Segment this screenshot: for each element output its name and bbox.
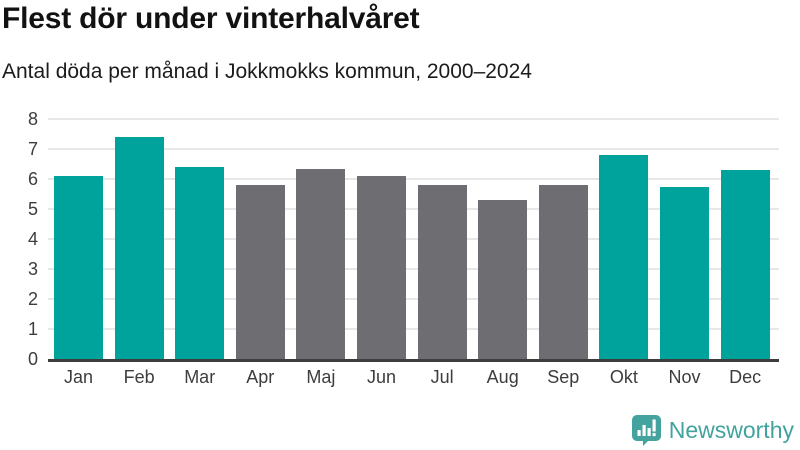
gridline-y7 — [48, 148, 779, 150]
x-tick-label-mar: Mar — [184, 367, 216, 387]
x-tick-label-jun: Jun — [366, 367, 397, 387]
bar-dec — [720, 170, 770, 359]
y-tick-label-2: 2 — [27, 289, 38, 309]
bar-okt — [599, 155, 649, 359]
x-tick-label-maj: Maj — [306, 367, 336, 387]
bar-mar — [175, 167, 225, 359]
gridline-y1 — [48, 328, 779, 330]
bar-maj — [296, 168, 346, 359]
y-tick-label-8: 8 — [27, 109, 38, 129]
bar-aug — [478, 200, 528, 359]
x-tick-label-okt: Okt — [609, 367, 638, 387]
x-tick-label-apr: Apr — [246, 367, 275, 387]
bar-feb — [114, 137, 164, 359]
y-tick-label-1: 1 — [27, 319, 38, 339]
x-tick-label-sep: Sep — [547, 367, 580, 387]
bar-jun — [357, 176, 406, 359]
gridline-y3 — [48, 268, 779, 270]
gridline-y8 — [48, 118, 779, 120]
y-tick-label-4: 4 — [27, 229, 38, 249]
y-tick-label-7: 7 — [27, 139, 38, 159]
plot-area — [48, 118, 779, 362]
bar-apr — [235, 185, 285, 359]
x-tick-label-jan: Jan — [63, 367, 94, 387]
bar-nov — [660, 186, 709, 359]
bar-jan — [54, 176, 103, 359]
bar-sep — [538, 185, 588, 359]
chart-title: Flest dör under vinterhalvåret — [2, 2, 420, 35]
gridline-y5 — [48, 208, 779, 210]
x-tick-label-feb: Feb — [123, 367, 155, 387]
y-tick-label-0: 0 — [27, 349, 38, 369]
gridline-y6 — [48, 178, 779, 180]
x-tick-label-aug: Aug — [486, 367, 519, 387]
gridline-y4 — [48, 238, 779, 240]
x-tick-label-nov: Nov — [668, 367, 701, 387]
chart-subtitle: Antal döda per månad i Jokkmokks kommun,… — [2, 60, 532, 83]
brand-logo: Newsworthy — [631, 414, 794, 446]
newsworthy-logo-icon — [631, 414, 661, 446]
y-tick-label-3: 3 — [27, 259, 38, 279]
y-tick-label-5: 5 — [27, 199, 38, 219]
x-tick-label-jul: Jul — [430, 367, 454, 387]
gridline-y2 — [48, 298, 779, 300]
brand-name: Newsworthy — [668, 416, 794, 443]
x-tick-label-dec: Dec — [729, 367, 762, 387]
bar-jul — [417, 185, 467, 359]
y-tick-label-6: 6 — [27, 169, 38, 189]
